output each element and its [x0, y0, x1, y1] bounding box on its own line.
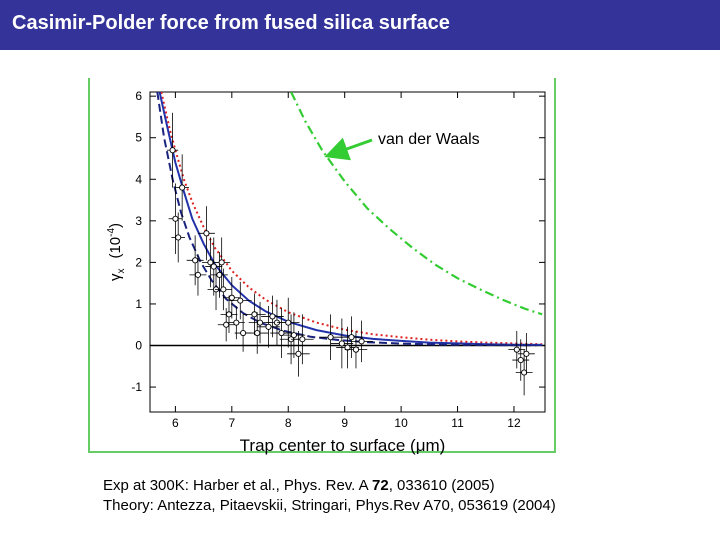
data-point	[299, 336, 306, 343]
annotation-van-der-waals: van der Waals	[378, 131, 480, 148]
y-tick-label: 5	[135, 131, 142, 145]
page-title: Casimir-Polder force from fused silica s…	[12, 12, 450, 34]
annotation-arrow	[324, 137, 373, 161]
y-axis-label: γx (10-4)	[106, 223, 127, 281]
data-point	[523, 350, 530, 357]
data-point	[290, 332, 297, 339]
data-point	[344, 344, 351, 351]
y-tick-label: -1	[131, 380, 142, 394]
data-point	[256, 319, 264, 326]
caption-experiment-prefix: Exp at 300K: Harber et al., Phys. Rev. A	[103, 477, 373, 494]
x-tick-label: 12	[507, 416, 521, 430]
data-point	[218, 259, 225, 266]
data-point	[220, 286, 227, 293]
data-point	[179, 184, 186, 191]
y-axis-label-exp: -4	[106, 228, 117, 237]
caption-experiment: Exp at 300K: Harber et al., Phys. Rev. A…	[103, 476, 556, 496]
data-point	[358, 338, 365, 345]
data-point	[233, 319, 240, 326]
x-axis-label: Trap center to surface (μm)	[240, 436, 446, 455]
data-point	[175, 234, 182, 241]
reference-caption: Exp at 300K: Harber et al., Phys. Rev. A…	[103, 476, 556, 516]
data-point	[352, 346, 360, 353]
data-point	[228, 294, 235, 301]
series-line-dashed	[156, 92, 537, 347]
data-point	[285, 319, 292, 326]
data-point	[513, 346, 520, 353]
series-line-dotted	[160, 92, 543, 346]
x-axis-label-mu: μ	[416, 436, 426, 455]
x-tick-label: 9	[341, 416, 348, 430]
data-point	[327, 334, 334, 341]
data-point	[348, 334, 355, 341]
data-point	[192, 257, 199, 264]
x-tick-label: 11	[451, 416, 464, 430]
x-tick-label: 8	[285, 416, 292, 430]
y-tick-label: 4	[135, 172, 142, 186]
y-axis-label-unit: (10	[107, 237, 124, 259]
x-axis-label-prefix: Trap center to surface (	[240, 436, 416, 455]
data-point	[203, 230, 210, 237]
data-point	[225, 311, 233, 318]
plot-area-border	[149, 91, 546, 413]
series-line-dashdot	[290, 92, 543, 316]
y-axis-label-gamma: γ	[107, 273, 124, 281]
data-point	[521, 369, 528, 376]
y-tick-label: 6	[135, 89, 142, 103]
y-tick-label: 3	[135, 214, 142, 228]
x-axis-label-suffix: m)	[426, 436, 446, 455]
data-point	[194, 271, 202, 278]
plot-series-group	[156, 92, 543, 396]
data-point	[278, 329, 285, 337]
data-point	[338, 340, 345, 347]
data-point	[237, 297, 244, 304]
data-point	[210, 263, 217, 270]
series-line-solid	[158, 92, 543, 346]
data-point	[172, 215, 179, 222]
caption-experiment-volume: 72	[372, 477, 389, 494]
data-point	[169, 147, 176, 154]
data-point	[295, 350, 302, 357]
y-axis-label-sub: x	[116, 269, 127, 274]
y-tick-label: 0	[135, 339, 142, 353]
x-tick-label: 7	[228, 416, 235, 430]
y-tick-label: 1	[135, 297, 142, 311]
data-point	[254, 329, 261, 337]
title-bar: Casimir-Polder force from fused silica s…	[0, 0, 720, 50]
data-point	[517, 357, 524, 364]
data-point	[265, 323, 272, 330]
y-axis-label-close: )	[107, 223, 124, 228]
plot-frame	[88, 78, 556, 453]
data-point	[216, 271, 223, 278]
caption-theory: Theory: Antezza, Pitaevskii, Stringari, …	[103, 497, 556, 514]
x-tick-label: 10	[394, 416, 408, 430]
y-tick-label: 2	[135, 255, 142, 269]
data-point	[207, 259, 214, 266]
x-tick-label: 6	[172, 416, 179, 430]
caption-experiment-suffix: , 033610 (2005)	[388, 477, 495, 494]
data-point	[240, 329, 247, 337]
data-point	[251, 311, 258, 318]
data-point	[269, 313, 276, 320]
